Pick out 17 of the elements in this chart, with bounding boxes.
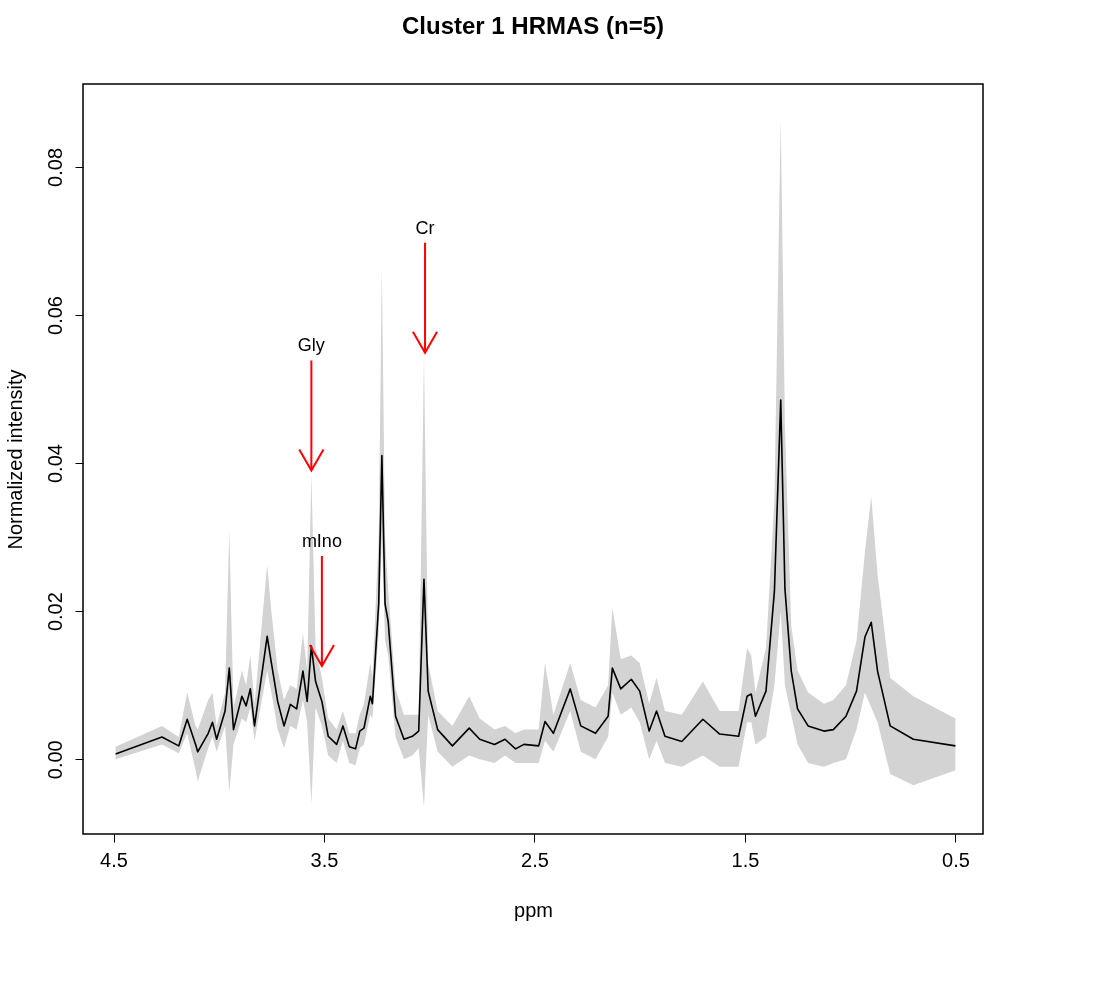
y-tick-label: 0.02: [43, 592, 66, 632]
y-tick-label: 0.00: [43, 740, 66, 780]
x-tick-label: 3.5: [310, 848, 339, 871]
x-tick-label: 1.5: [731, 848, 760, 871]
annotation: Cr: [415, 217, 435, 238]
x-tick-label: 4.5: [100, 848, 128, 871]
line-series: [114, 399, 957, 755]
x-tick-label: 2.5: [521, 848, 549, 871]
y-tick-label: 0.06: [43, 296, 66, 335]
x-tick-label: 0.5: [942, 848, 970, 871]
y-axis-title: Normalized intensity: [3, 369, 26, 550]
y-tick-label: 0.08: [43, 147, 66, 187]
chart-title: Cluster 1 HRMAS (n=5): [401, 12, 665, 39]
annotation: Gly: [297, 335, 325, 356]
annotation: mIno: [301, 530, 342, 551]
y-tick-label: 0.04: [43, 444, 66, 484]
x-axis-title: ppm: [514, 898, 553, 921]
